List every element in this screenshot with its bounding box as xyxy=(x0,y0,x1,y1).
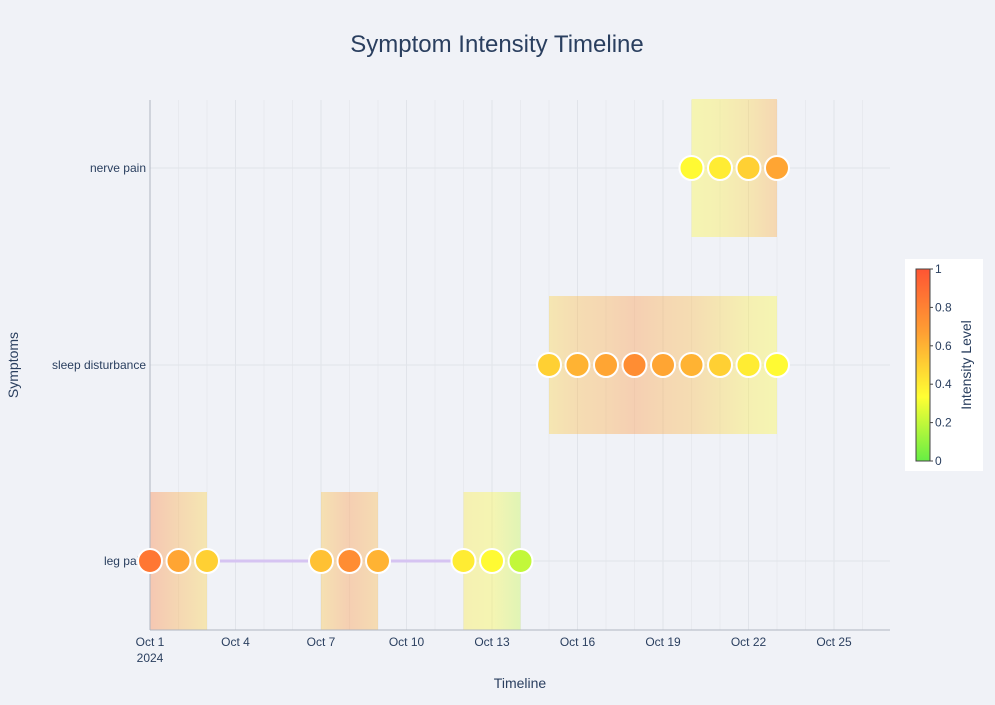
x-tick-label: Oct 10 xyxy=(389,635,425,649)
point-layer xyxy=(137,155,790,574)
x-tick-label: Oct 19 xyxy=(645,635,681,649)
data-point[interactable] xyxy=(137,548,163,574)
data-point[interactable] xyxy=(479,548,505,574)
colorbar: Intensity Level 0 0.2 0.4 0.6 0.8 1 xyxy=(905,259,983,471)
x-tick-label: Oct 7 xyxy=(307,635,336,649)
data-point[interactable] xyxy=(735,155,762,181)
x-tick-label: Oct 13 xyxy=(474,635,510,649)
data-point[interactable] xyxy=(764,155,790,181)
y-tick-label: nerve pain xyxy=(90,161,146,175)
data-point[interactable] xyxy=(450,548,477,574)
x-tick-label: Oct 4 xyxy=(221,635,250,649)
x-tick-year: 2024 xyxy=(137,651,164,665)
x-tick-label: Oct 22 xyxy=(731,635,767,649)
axis-layer: Oct 1 Oct 4 Oct 7 Oct 10 Oct 13 Oct 16 Oct 19 O… xyxy=(52,100,890,649)
data-point[interactable] xyxy=(735,352,762,378)
data-point[interactable] xyxy=(707,352,733,378)
x-tick-label: Oct 25 xyxy=(816,635,852,649)
colorbar-tick-label: 0.8 xyxy=(935,300,952,314)
colorbar-tick-label: 1 xyxy=(935,262,942,276)
data-point[interactable] xyxy=(564,352,591,378)
y-axis-label: Symptoms xyxy=(5,332,21,398)
colorbar-tick-label: 0 xyxy=(935,454,942,468)
x-axis-label: Timeline xyxy=(494,675,547,691)
data-point[interactable] xyxy=(707,155,733,181)
data-point[interactable] xyxy=(678,155,705,181)
data-point[interactable] xyxy=(308,548,334,574)
colorbar-tick-label: 0.6 xyxy=(935,339,952,353)
data-point[interactable] xyxy=(650,352,676,378)
intensity-band xyxy=(691,99,777,237)
x-tick-label: Oct 1 xyxy=(136,635,165,649)
data-point[interactable] xyxy=(536,352,562,378)
data-point[interactable] xyxy=(593,352,619,378)
data-point[interactable] xyxy=(194,548,220,574)
data-point[interactable] xyxy=(365,548,391,574)
data-point[interactable] xyxy=(764,352,790,378)
colorbar-tick-label: 0.4 xyxy=(935,377,952,391)
colorbar-tick-label: 0.2 xyxy=(935,416,952,430)
label-layer: Symptom Intensity Timeline Timeline Symp… xyxy=(5,31,644,691)
data-point[interactable] xyxy=(336,548,363,574)
data-point[interactable] xyxy=(678,352,705,378)
colorbar-title: Intensity Level xyxy=(958,320,974,410)
y-tick-label: leg pain xyxy=(104,554,146,568)
data-point[interactable] xyxy=(621,352,648,378)
y-tick-label: sleep disturbance xyxy=(52,358,146,372)
data-point[interactable] xyxy=(165,548,192,574)
data-point[interactable] xyxy=(507,548,534,574)
chart-title: Symptom Intensity Timeline xyxy=(350,31,643,58)
colorbar-gradient xyxy=(915,268,931,462)
x-tick-label: Oct 16 xyxy=(560,635,596,649)
